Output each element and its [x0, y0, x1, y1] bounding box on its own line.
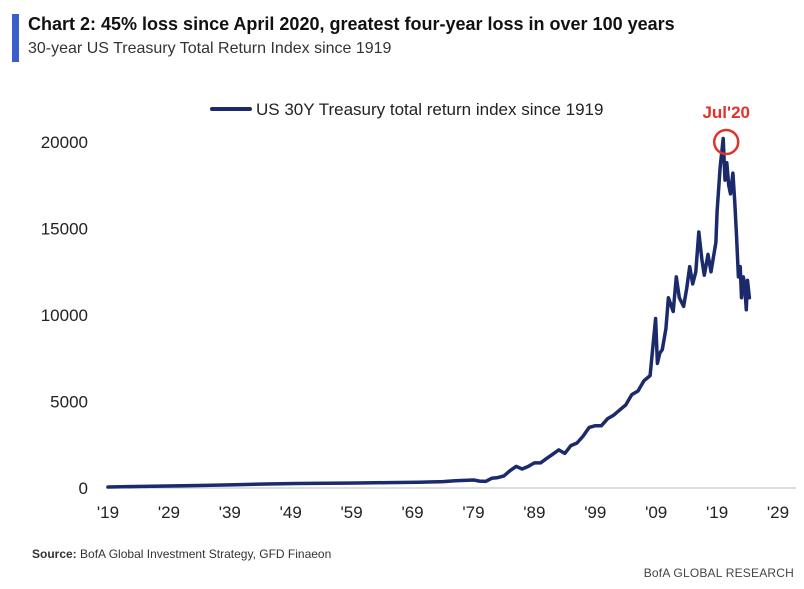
x-tick-label: '29	[767, 503, 789, 522]
x-tick-label: '09	[645, 503, 667, 522]
x-tick-label: '99	[584, 503, 606, 522]
y-tick-label: 15000	[41, 220, 88, 239]
x-tick-label: '59	[341, 503, 363, 522]
chart-title: Chart 2: 45% loss since April 2020, grea…	[28, 14, 675, 34]
y-tick-label: 5000	[50, 393, 88, 412]
annotation: Jul'20	[702, 103, 750, 156]
annotation-label: Jul'20	[702, 103, 750, 122]
legend: US 30Y Treasury total return index since…	[210, 100, 603, 119]
y-axis: 0 5000 10000 15000 20000	[41, 133, 88, 498]
x-tick-label: '49	[280, 503, 302, 522]
x-tick-label: '19	[97, 503, 119, 522]
title-accent-bar	[12, 14, 19, 62]
series-line	[106, 136, 752, 489]
x-tick-label: '29	[158, 503, 180, 522]
x-tick-label: '89	[523, 503, 545, 522]
x-tick-label: '39	[219, 503, 241, 522]
x-tick-label: '79	[462, 503, 484, 522]
annotation-circle	[712, 128, 740, 156]
source-note: Source: BofA Global Investment Strategy,…	[32, 547, 331, 561]
chart-subtitle: 30-year US Treasury Total Return Index s…	[28, 40, 392, 57]
y-tick-label: 20000	[41, 133, 88, 152]
y-tick-label: 0	[79, 479, 88, 498]
x-tick-label: '19	[706, 503, 728, 522]
source-text: BofA Global Investment Strategy, GFD Fin…	[80, 547, 332, 561]
brand-label: BofA GLOBAL RESEARCH	[643, 566, 794, 580]
legend-label: US 30Y Treasury total return index since…	[256, 100, 603, 119]
y-tick-label: 10000	[41, 306, 88, 325]
x-axis: '19 '29 '39 '49 '59 '69 '79 '89 '99 '09 '19 '29	[97, 503, 789, 522]
x-tick-label: '69	[401, 503, 423, 522]
source-label: Source:	[32, 547, 77, 561]
